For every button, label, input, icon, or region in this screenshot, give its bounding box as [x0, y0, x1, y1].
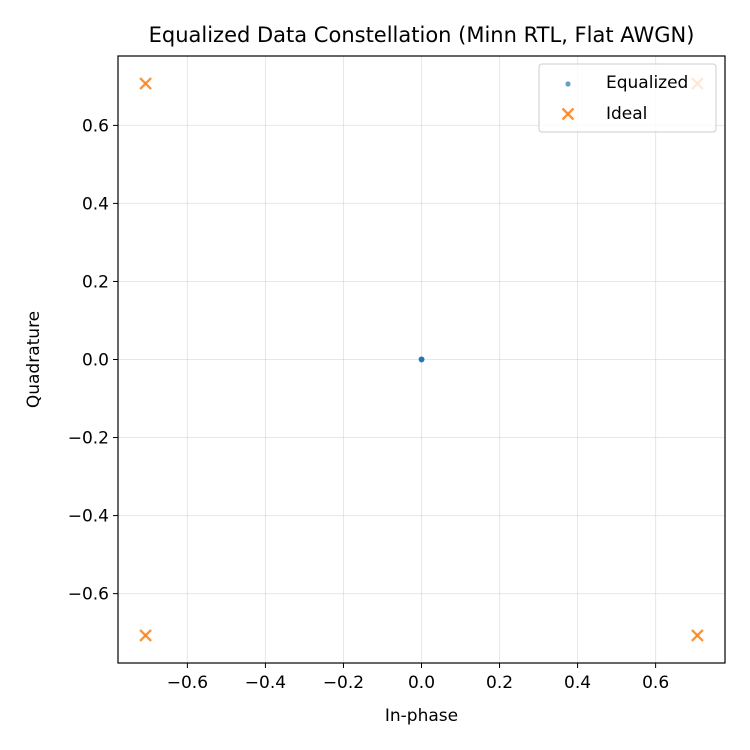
y-axis-label: Quadrature — [24, 311, 44, 408]
x-marker-stroke — [139, 77, 152, 90]
y-tick-label: −0.6 — [68, 585, 109, 605]
y-tick-label: 0.6 — [82, 116, 109, 136]
legend-dot — [565, 81, 571, 87]
ideal-point — [139, 629, 152, 642]
y-tick-label: −0.4 — [68, 507, 109, 527]
legend-marker-ideal — [561, 107, 575, 121]
ideal-point — [691, 629, 704, 642]
x-marker-stroke — [691, 629, 704, 642]
legend-label-equalized: Equalized — [606, 73, 688, 93]
y-tick-label: 0.4 — [82, 194, 109, 214]
tick-layer: −0.6 −0.4 −0.2 0.0 0.2 0.4 0.6 −0.6 −0.4 −0.2 0.0 0… — [68, 116, 669, 693]
x-tick-label: −0.6 — [167, 673, 208, 693]
legend-label-ideal: Ideal — [606, 104, 647, 124]
legend-marker-equalized — [565, 81, 571, 87]
equalized-point — [419, 356, 425, 362]
x-tick-label: −0.4 — [245, 673, 286, 693]
x-tick-label: 0.0 — [408, 673, 435, 693]
x-tick-label: −0.2 — [323, 673, 364, 693]
x-tick-label: 0.6 — [642, 673, 669, 693]
x-tick-label: 0.2 — [486, 673, 513, 693]
x-axis-label: In-phase — [385, 706, 458, 726]
y-tick-label: −0.2 — [68, 429, 109, 449]
x-marker-stroke — [139, 629, 152, 642]
legend-box — [538, 63, 717, 133]
ideal-point — [139, 77, 152, 90]
x-marker-stroke — [561, 107, 575, 121]
legend: Equalized Ideal — [538, 63, 717, 133]
chart-title: Equalized Data Constellation (Minn RTL, … — [149, 23, 695, 47]
legend-x — [561, 107, 575, 121]
y-tick-label: 0.2 — [82, 272, 109, 292]
x-tick-label: 0.4 — [564, 673, 591, 693]
y-tick-label: 0.0 — [82, 351, 109, 371]
